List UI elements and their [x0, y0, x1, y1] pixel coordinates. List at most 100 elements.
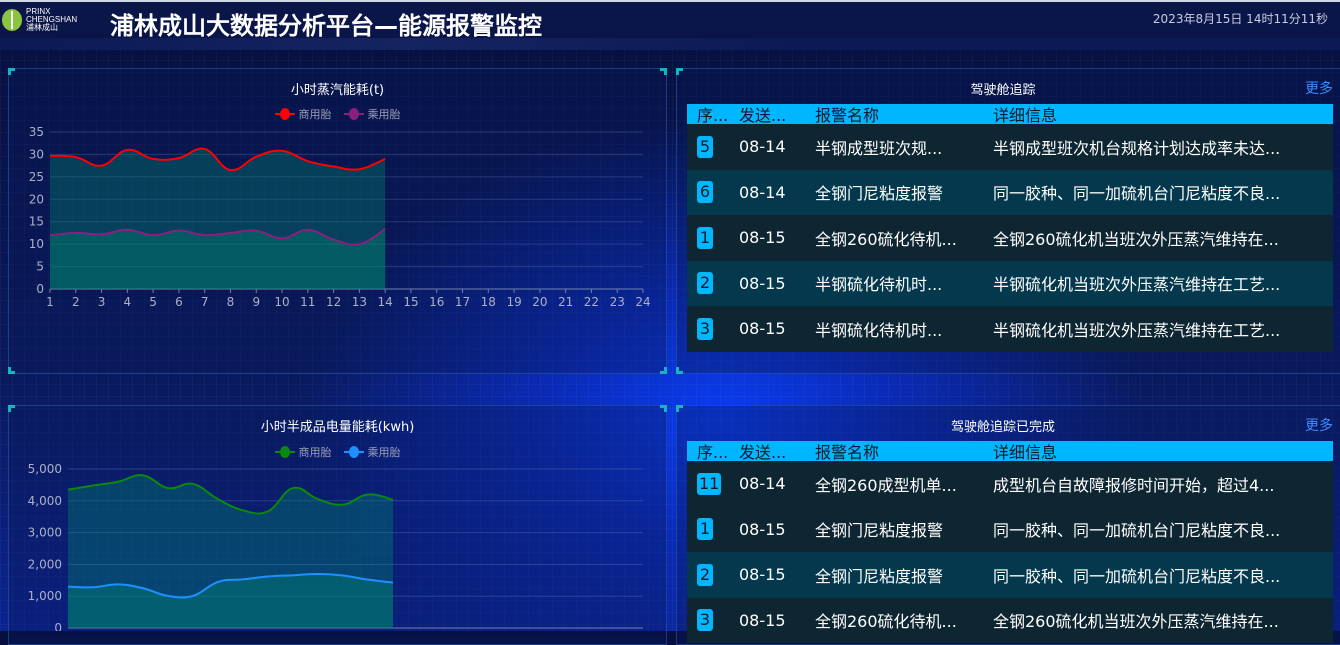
- number-badge: 2: [697, 563, 713, 586]
- table-row[interactable]: 5 08-14 半钢成型班次规... 半钢成型班次机台规格计划达成率未达...: [687, 124, 1333, 170]
- y-tick-label: 2,000: [28, 557, 62, 571]
- send-date: 08-15: [739, 228, 786, 248]
- panel-title: 驾驶舱追踪: [970, 83, 1036, 98]
- alarm-name: 全钢260硫化待机...: [815, 229, 957, 249]
- row-number: 3: [687, 317, 739, 340]
- column-header[interactable]: 序...: [697, 443, 729, 462]
- y-tick-label: 10: [29, 237, 44, 251]
- table-row[interactable]: 2 08-15 全钢门尼粘度报警 同一胶种、同一加硫机台门尼粘度不良...: [687, 552, 1333, 598]
- table-row[interactable]: 11 08-14 全钢260成型机单... 成型机台自故障报修时间开始，超过4.…: [687, 461, 1333, 507]
- chart-title: 小时蒸汽能耗(t): [290, 83, 385, 98]
- legend-marker-icon: [274, 108, 295, 120]
- alarm-detail: 全钢260硫化机当班次外压蒸汽维持在...: [993, 229, 1279, 249]
- row-number: 3: [687, 609, 739, 632]
- logo-text-2: CHENGSHAN: [26, 15, 78, 24]
- row-number: 6: [687, 181, 739, 204]
- series-line: [67, 572, 394, 599]
- x-tick-label: 13: [352, 295, 367, 309]
- logo-icon: [2, 9, 22, 31]
- logo-text-3: 浦林成山: [26, 23, 58, 32]
- alarm-name: 全钢门尼粘度报警: [815, 521, 944, 541]
- row-number: 2: [687, 272, 739, 295]
- alarm-detail: 同一胶种、同一加硫机台门尼粘度不良...: [993, 566, 1281, 586]
- legend-item[interactable]: 商用胎: [274, 444, 332, 460]
- legend-item[interactable]: 乘用胎: [343, 106, 401, 122]
- x-tick-label: 11: [300, 295, 315, 309]
- x-tick-label: 14: [378, 295, 393, 309]
- y-tick-label: 30: [29, 147, 44, 161]
- x-tick-label: 19: [506, 295, 521, 309]
- alarm-name: 半钢硫化待机时...: [815, 275, 943, 295]
- column-header[interactable]: 报警名称: [815, 443, 880, 462]
- send-date: 08-15: [739, 565, 786, 585]
- send-date: 08-15: [739, 319, 786, 339]
- logo-text-1: PRINX: [26, 7, 51, 16]
- x-tick-label: 9: [252, 295, 260, 309]
- table-row[interactable]: 3 08-15 半钢硫化待机时... 半钢硫化机当班次外压蒸汽维持在工艺...: [687, 306, 1333, 352]
- row-number: 5: [687, 135, 739, 158]
- x-tick-label: 10: [274, 295, 289, 309]
- column-header[interactable]: 发送...: [739, 443, 787, 462]
- series-line: [49, 228, 386, 246]
- y-tick-label: 35: [29, 125, 44, 139]
- x-tick-label: 20: [532, 295, 547, 309]
- column-header[interactable]: 序...: [697, 106, 729, 125]
- table-row[interactable]: 3 08-15 全钢260硫化待机... 全钢260硫化机当班次外压蒸汽维持在.…: [687, 597, 1333, 643]
- x-tick-label: 2: [72, 295, 80, 309]
- send-date: 08-14: [739, 182, 786, 202]
- y-tick-label: 1,000: [28, 589, 62, 603]
- power-chart-panel: 小时半成品电量能耗(kwh) 商用胎 乘用胎: [8, 405, 667, 645]
- x-tick-label: 4: [124, 295, 132, 309]
- alarm-name: 全钢260硫化待机...: [815, 612, 957, 632]
- number-badge: 3: [697, 317, 713, 340]
- more-link[interactable]: 更多: [1305, 81, 1333, 97]
- y-tick-label: 15: [29, 215, 44, 229]
- x-tick-label: 17: [455, 295, 470, 309]
- tracking-panel: 驾驶舱追踪 更多 序... 发送... 报警名称 详细信息 5 08-14 半钢…: [676, 68, 1340, 374]
- table-row[interactable]: 6 08-14 全钢门尼粘度报警 同一胶种、同一加硫机台门尼粘度不良...: [687, 169, 1333, 215]
- column-header[interactable]: 详细信息: [993, 106, 1058, 125]
- send-date: 08-15: [739, 519, 786, 539]
- alarm-name: 全钢260成型机单...: [815, 475, 957, 495]
- row-number: 1: [687, 518, 739, 541]
- table-header: 序... 发送... 报警名称 详细信息: [687, 441, 1333, 462]
- legend-item[interactable]: 商用胎: [274, 106, 332, 122]
- alarm-detail: 半钢硫化机当班次外压蒸汽维持在工艺...: [993, 275, 1281, 295]
- column-header[interactable]: 报警名称: [815, 106, 880, 125]
- alarm-name: 全钢门尼粘度报警: [815, 184, 944, 204]
- x-tick-label: 3: [98, 295, 106, 309]
- number-badge: 3: [697, 609, 713, 632]
- y-tick-label: 5: [36, 260, 44, 274]
- x-tick-label: 15: [403, 295, 418, 309]
- y-tick-label: 4,000: [28, 494, 62, 508]
- table-row[interactable]: 1 08-15 全钢门尼粘度报警 同一胶种、同一加硫机台门尼粘度不良...: [687, 506, 1333, 552]
- legend-item[interactable]: 乘用胎: [343, 444, 401, 460]
- chart-legend: 商用胎 乘用胎: [9, 444, 666, 460]
- legend-marker-icon: [343, 446, 364, 458]
- number-badge: 11: [697, 472, 722, 495]
- alarm-detail: 半钢成型班次机台规格计划达成率未达...: [993, 138, 1281, 158]
- table-row[interactable]: 2 08-15 半钢硫化待机时... 半钢硫化机当班次外压蒸汽维持在工艺...: [687, 260, 1333, 306]
- x-tick-label: 6: [175, 295, 183, 309]
- legend-marker-icon: [274, 446, 295, 458]
- series-area: [50, 228, 386, 289]
- send-date: 08-15: [739, 610, 786, 630]
- column-header[interactable]: 发送...: [739, 106, 787, 125]
- alarm-detail: 半钢硫化机当班次外压蒸汽维持在工艺...: [993, 320, 1281, 340]
- alarm-detail: 同一胶种、同一加硫机台门尼粘度不良...: [993, 184, 1281, 204]
- alarm-name: 半钢硫化待机时...: [815, 320, 943, 340]
- datetime: 2023年8月15日 14时11分11秒: [1152, 12, 1328, 26]
- alarm-name: 半钢成型班次规...: [815, 138, 943, 158]
- number-badge: 6: [697, 181, 713, 204]
- column-header[interactable]: 详细信息: [993, 443, 1058, 462]
- y-tick-label: 25: [29, 170, 44, 184]
- row-number: 11: [687, 472, 739, 495]
- x-tick-label: 16: [429, 295, 444, 309]
- number-badge: 2: [697, 272, 713, 295]
- more-link[interactable]: 更多: [1305, 418, 1333, 434]
- table-row[interactable]: 1 08-15 全钢260硫化待机... 全钢260硫化机当班次外压蒸汽维持在.…: [687, 215, 1333, 261]
- chart-title: 小时半成品电量能耗(kwh): [260, 420, 415, 435]
- x-tick-label: 23: [610, 295, 625, 309]
- x-tick-label: 8: [227, 295, 235, 309]
